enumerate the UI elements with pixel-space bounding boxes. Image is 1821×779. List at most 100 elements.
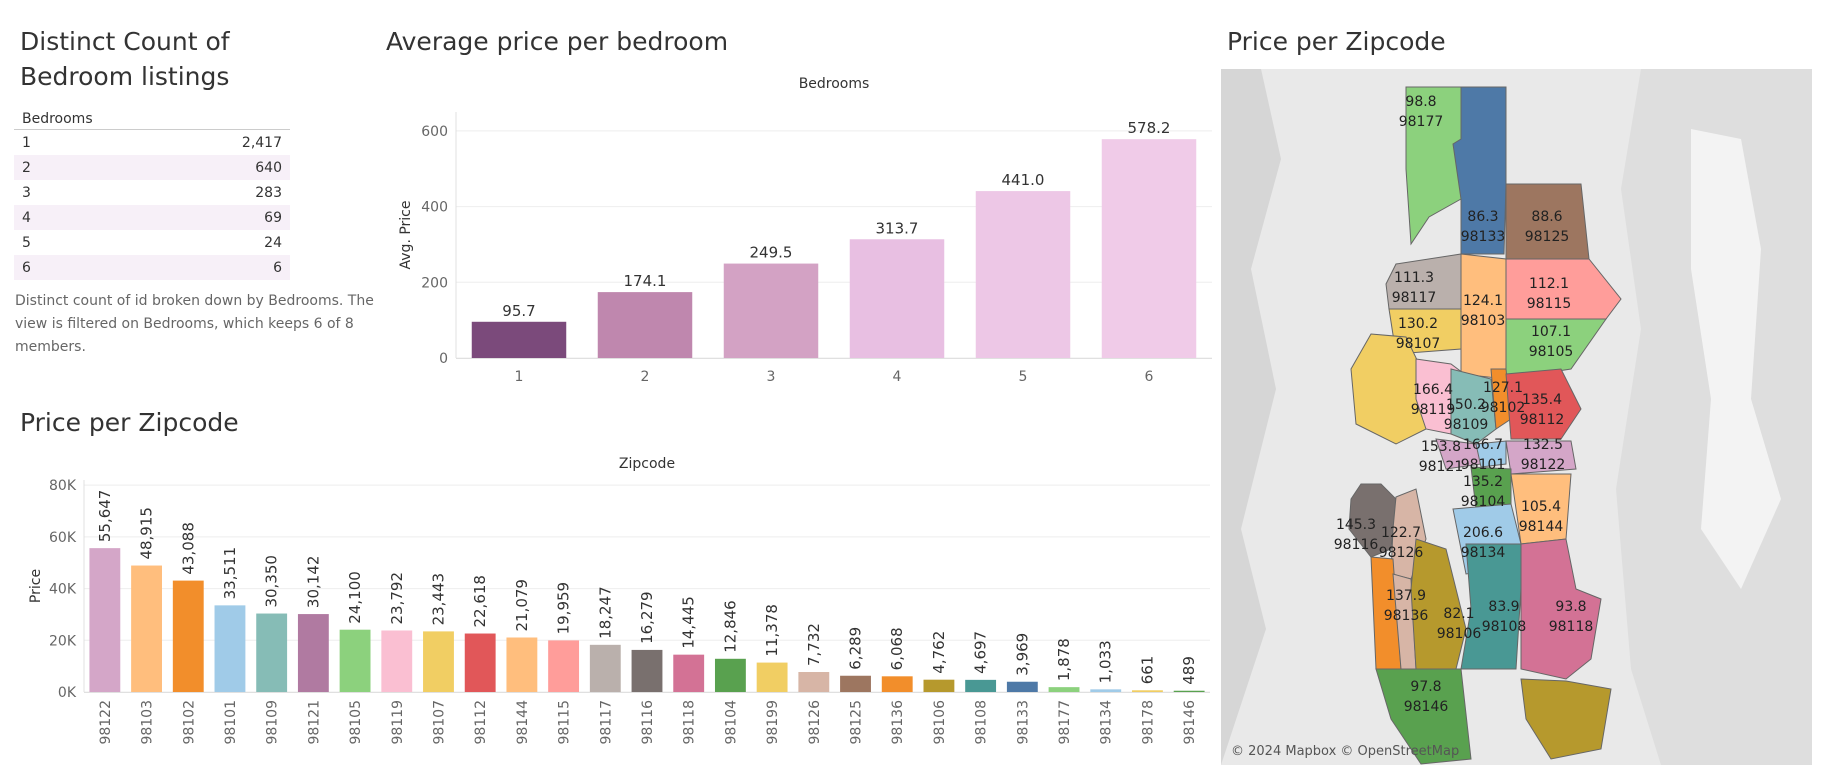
bar[interactable] <box>131 565 162 692</box>
x-tick-label: 98136 <box>890 700 906 745</box>
table-header: Bedrooms <box>14 108 290 130</box>
count-cell: 640 <box>98 155 290 180</box>
region-98146[interactable] <box>1375 668 1472 765</box>
bar[interactable] <box>840 675 871 692</box>
bar-value-label: 313.7 <box>876 219 919 237</box>
bar-value-label: 30,142 <box>304 556 322 609</box>
region-98115[interactable] <box>1505 258 1622 320</box>
bar[interactable] <box>214 605 246 692</box>
bar[interactable] <box>756 662 788 692</box>
count-cell: 6 <box>98 255 290 280</box>
x-tick-label: 98178 <box>1140 700 1156 745</box>
map-value-label: 130.2 <box>1398 316 1438 332</box>
bar[interactable] <box>965 679 997 692</box>
bar[interactable] <box>464 633 496 692</box>
bar[interactable] <box>1006 681 1038 692</box>
bar[interactable] <box>1090 689 1122 692</box>
x-tick-label: 98106 <box>932 700 948 745</box>
region-98122[interactable] <box>1505 440 1577 475</box>
bar[interactable] <box>297 614 329 692</box>
table-row[interactable]: 4 69 <box>14 205 290 230</box>
region-98112[interactable] <box>1505 368 1582 440</box>
map-value-label: 145.3 <box>1336 517 1376 533</box>
y-axis-label: Price <box>28 569 44 603</box>
bar-value-label: 249.5 <box>750 244 793 262</box>
map-value-label: 122.7 <box>1381 525 1421 541</box>
bar[interactable] <box>975 191 1071 358</box>
bar-value-label: 21,079 <box>513 579 531 632</box>
table-row[interactable]: 1 2,417 <box>14 130 290 156</box>
region-98178[interactable] <box>1520 678 1612 760</box>
bar[interactable] <box>381 630 413 692</box>
bar[interactable] <box>172 580 204 692</box>
bar[interactable] <box>256 613 288 692</box>
bedroom-chart-title: Average price per bedroom <box>386 27 729 56</box>
table-row[interactable]: 3 283 <box>14 180 290 205</box>
region-98116[interactable] <box>1348 483 1397 558</box>
bedroom-cell: 1 <box>22 134 31 151</box>
x-tick-label: 98103 <box>140 700 156 745</box>
map-labels: 98.8 98177 86.3 98133 88.6 98125 111.3 98117 124… <box>1334 94 1594 715</box>
bar[interactable] <box>798 672 830 692</box>
x-tick-label: 98109 <box>265 700 281 745</box>
map-canvas: 98.8 98177 86.3 98133 88.6 98125 111.3 98117 124… <box>1221 69 1812 765</box>
map-zip-label: 98109 <box>1444 417 1489 433</box>
bar-value-label: 1,033 <box>1097 640 1115 683</box>
bar[interactable] <box>1132 690 1163 692</box>
bar[interactable] <box>723 263 819 358</box>
map-zip-label: 98125 <box>1525 229 1570 245</box>
bar[interactable] <box>89 548 121 692</box>
bedroom-cell: 5 <box>22 234 31 251</box>
bar[interactable] <box>506 637 538 692</box>
bar[interactable] <box>589 644 621 692</box>
bar[interactable] <box>849 239 945 358</box>
y-tick-label: 20K <box>49 633 77 649</box>
x-tick-label: 98121 <box>306 700 322 745</box>
bar[interactable] <box>881 676 913 692</box>
bar[interactable] <box>1048 687 1080 692</box>
column-header: Zipcode <box>619 456 675 472</box>
table-row[interactable]: 5 24 <box>14 230 290 255</box>
bar[interactable] <box>673 654 705 692</box>
bar[interactable] <box>1101 139 1197 358</box>
bar[interactable] <box>339 629 371 692</box>
bar[interactable] <box>423 631 454 692</box>
region-98109[interactable] <box>1450 368 1497 445</box>
bar[interactable] <box>597 292 693 358</box>
region-98105[interactable] <box>1505 318 1607 380</box>
zipcode-map[interactable]: 98.8 98177 86.3 98133 88.6 98125 111.3 98117 124… <box>1221 69 1812 765</box>
map-zip-label: 98115 <box>1527 296 1572 312</box>
bar-value-label: 4,697 <box>972 631 990 674</box>
region-98101[interactable] <box>1475 440 1507 468</box>
x-tick-label: 1 <box>515 369 524 385</box>
region-magnolia[interactable] <box>1350 333 1432 445</box>
region-98177[interactable] <box>1405 86 1462 246</box>
bar-value-label: 48,915 <box>138 507 156 559</box>
x-tick-label: 2 <box>641 369 650 385</box>
map-zip-label: 98177 <box>1399 114 1444 130</box>
map-value-label: 111.3 <box>1394 270 1434 286</box>
bar-value-label: 18,247 <box>596 586 614 639</box>
map-value-label: 206.6 <box>1463 525 1503 541</box>
count-cell: 283 <box>255 184 282 201</box>
region-98118[interactable] <box>1520 538 1602 680</box>
map-value-label: 166.7 <box>1463 437 1503 453</box>
bar[interactable] <box>714 658 746 692</box>
map-attribution: © 2024 Mapbox © OpenStreetMap <box>1231 744 1460 759</box>
bar[interactable] <box>631 649 663 692</box>
bar[interactable] <box>1173 690 1205 692</box>
map-zip-label: 98101 <box>1461 457 1506 473</box>
bar[interactable] <box>923 679 955 692</box>
bar[interactable] <box>471 321 567 358</box>
map-value-label: 86.3 <box>1467 209 1498 225</box>
table-row[interactable]: 2 640 <box>14 155 290 180</box>
bar[interactable] <box>548 640 580 692</box>
bar-value-label: 489 <box>1180 656 1198 685</box>
map-value-label: 93.8 <box>1555 599 1586 615</box>
x-tick-label: 98133 <box>1015 700 1031 745</box>
map-value-label: 98.8 <box>1405 94 1436 110</box>
bar-value-label: 95.7 <box>502 302 535 320</box>
x-tick-label: 98134 <box>1099 700 1115 745</box>
